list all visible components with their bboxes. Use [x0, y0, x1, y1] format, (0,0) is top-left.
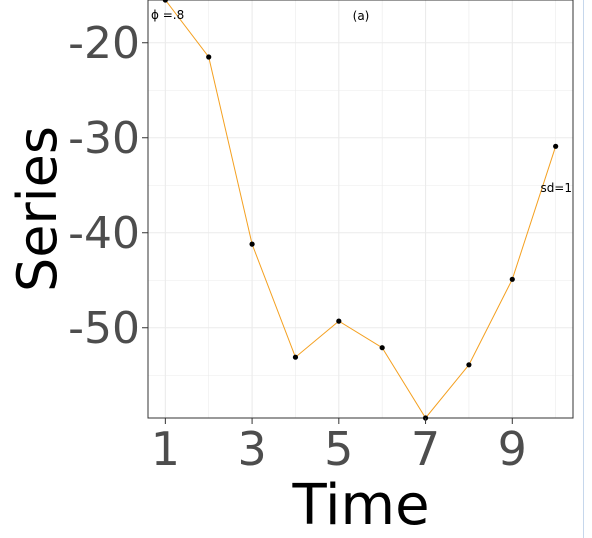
x-tick-label: 9 — [498, 422, 527, 476]
x-tick-label: 7 — [411, 422, 440, 476]
y-axis-title: Series — [6, 126, 69, 292]
x-tick-label: 1 — [151, 422, 180, 476]
data-point — [162, 0, 168, 3]
panel-label: (a) — [353, 9, 370, 23]
grid — [148, 0, 573, 418]
data-point — [466, 362, 472, 368]
data-point — [292, 354, 299, 360]
phi-annotation: ϕ =.8 — [151, 8, 184, 22]
y-ticks: -20 -30 -40 -50 — [68, 18, 148, 354]
x-tick-label: 3 — [237, 422, 266, 476]
data-point — [206, 54, 212, 60]
data-point — [249, 241, 255, 247]
y-tick-label: -20 — [68, 18, 140, 69]
x-ticks: 1 3 5 7 9 — [151, 418, 527, 476]
series-points — [162, 0, 559, 421]
y-tick-label: -30 — [68, 113, 140, 164]
data-point — [553, 143, 559, 149]
y-tick-label: -50 — [68, 303, 140, 354]
sd-annotation: sd=1 — [540, 181, 572, 195]
series-line-layer — [164, 0, 557, 419]
x-axis-title: Time — [291, 473, 429, 538]
data-point — [336, 318, 342, 324]
window-edge — [583, 0, 584, 538]
y-tick-label: -40 — [68, 208, 140, 259]
data-point — [379, 345, 385, 351]
data-point — [509, 276, 515, 282]
x-tick-label: 5 — [324, 422, 353, 476]
panel-border — [147, 0, 574, 419]
series-line — [164, 0, 557, 419]
